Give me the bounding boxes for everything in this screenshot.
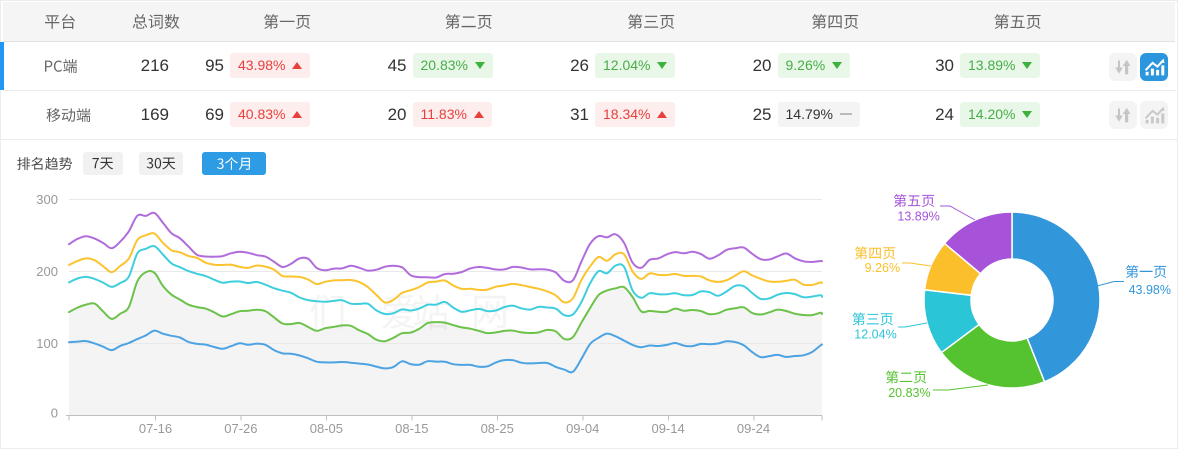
svg-text:13.89%: 13.89% [897, 209, 939, 223]
svg-text:9.26%: 9.26% [865, 261, 900, 275]
svg-text:300: 300 [36, 192, 58, 207]
svg-text:200: 200 [36, 264, 58, 279]
svg-text:08-15: 08-15 [395, 421, 428, 436]
svg-text:08-05: 08-05 [310, 421, 343, 436]
svg-text:0: 0 [51, 406, 58, 421]
svg-text:09-14: 09-14 [651, 421, 684, 436]
svg-text:07-16: 07-16 [139, 421, 172, 436]
svg-text:20.83%: 20.83% [888, 386, 930, 400]
svg-text:09-04: 09-04 [566, 421, 599, 436]
svg-text:08-25: 08-25 [481, 421, 514, 436]
svg-text:100: 100 [36, 336, 58, 351]
svg-text:09-24: 09-24 [737, 421, 770, 436]
svg-text:12.04%: 12.04% [854, 328, 896, 342]
svg-text:07-26: 07-26 [224, 421, 257, 436]
svg-text:43.98%: 43.98% [1129, 283, 1171, 297]
